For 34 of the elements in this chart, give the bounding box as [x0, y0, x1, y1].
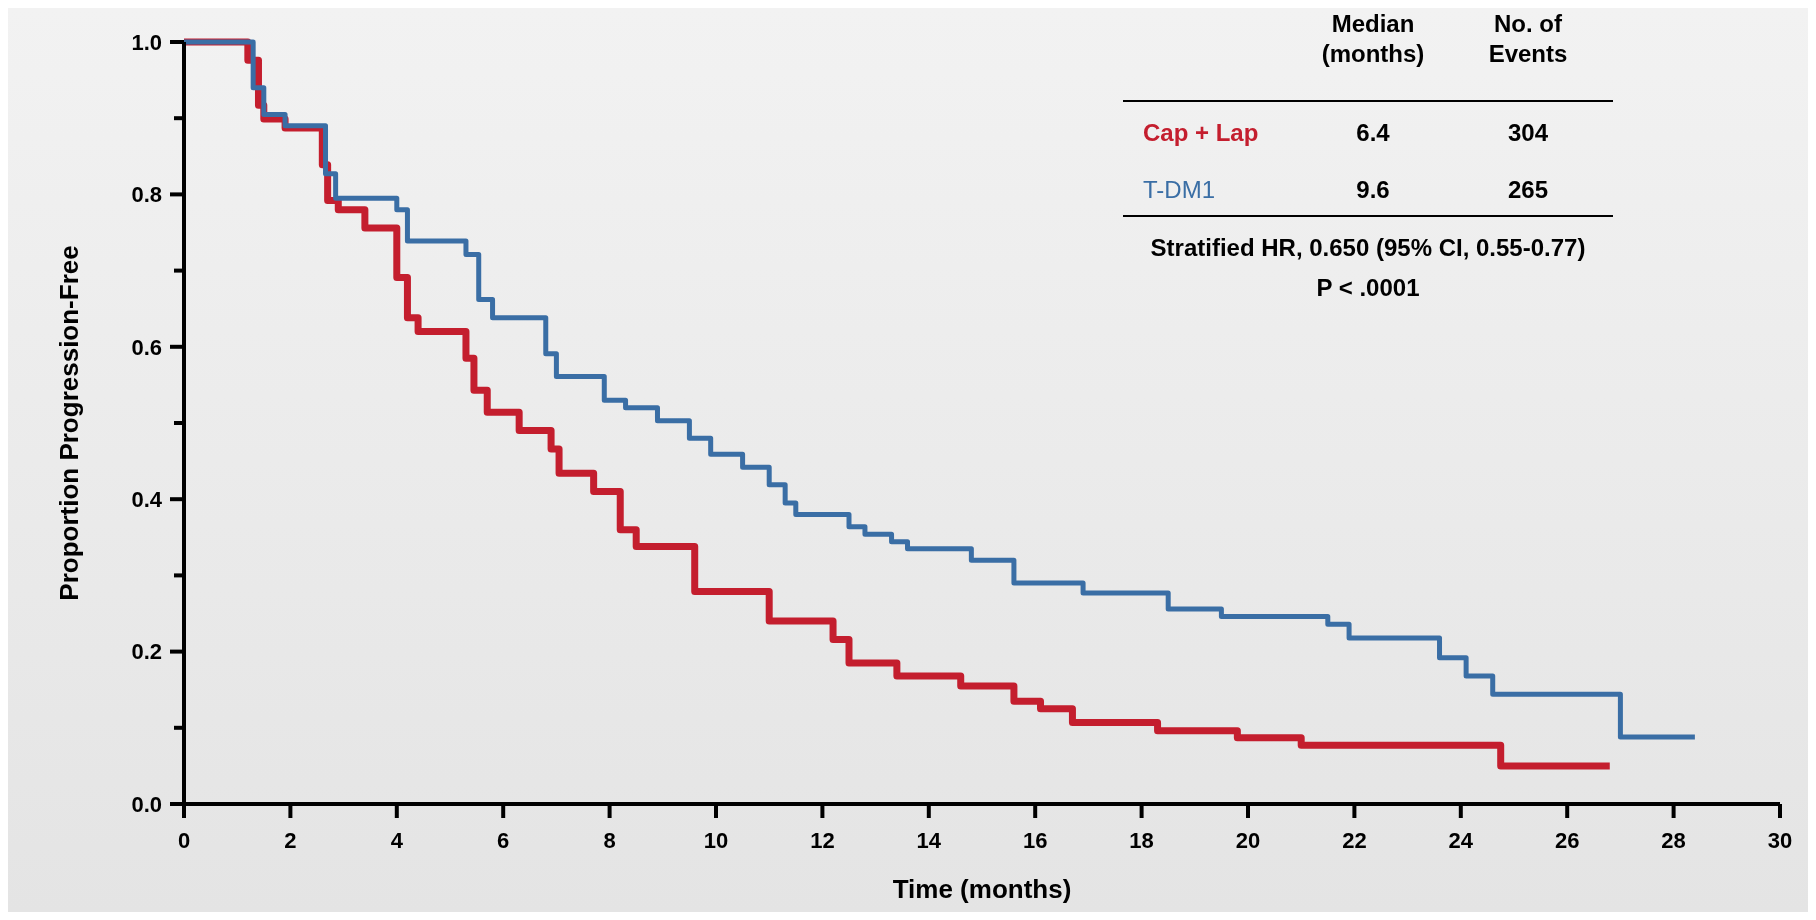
x-tick-label: 30 — [1767, 828, 1793, 853]
x-tick-label: 18 — [1129, 828, 1154, 853]
annotation: 6.4 — [1356, 119, 1391, 146]
text: Cap + Lap — [1143, 119, 1259, 146]
x-tick-label: 6 — [497, 828, 510, 853]
annotation: 9.6 — [1356, 176, 1390, 203]
x-tick-label: 4 — [390, 828, 404, 853]
y-tick-label: 1.0 — [131, 29, 162, 55]
x-tick-label: 16 — [1022, 828, 1048, 853]
annotation: No. of Events — [1488, 10, 1568, 67]
annotation: P < .0001 — [1316, 274, 1420, 301]
x-tick-label: 14 — [916, 828, 942, 853]
y-tick-label: 0.8 — [131, 182, 162, 208]
x-tick-label: 20 — [1235, 828, 1261, 853]
x-tick-label: 0 — [177, 828, 191, 853]
x-tick-label: 26 — [1554, 828, 1580, 853]
y-tick-label: 0.0 — [131, 791, 162, 817]
annotation: 304 — [1507, 119, 1549, 146]
x-tick-label: 8 — [603, 828, 616, 853]
annotation: Stratified HR, 0.650 (95% CI, 0.55-0.77) — [1150, 234, 1586, 261]
x-tick-label: 22 — [1342, 828, 1367, 853]
text: T-DM1 — [1143, 176, 1215, 203]
y-tick-label: 0.4 — [131, 486, 163, 512]
y-tick-label: 0.6 — [131, 334, 162, 360]
annotation: Median (months) — [1321, 10, 1425, 67]
x-axis-title: Time (months) — [892, 874, 1072, 904]
x-tick-label: 28 — [1661, 828, 1686, 853]
annotation: 265 — [1507, 176, 1549, 203]
x-tick-label: 10 — [703, 828, 729, 853]
y-tick-label: 0.2 — [131, 639, 162, 665]
x-tick-label: 24 — [1448, 828, 1474, 853]
x-tick-label: 2 — [284, 828, 297, 853]
x-tick-label: 12 — [810, 828, 835, 853]
y-axis-title: Proportion Progression-Free — [54, 245, 84, 601]
